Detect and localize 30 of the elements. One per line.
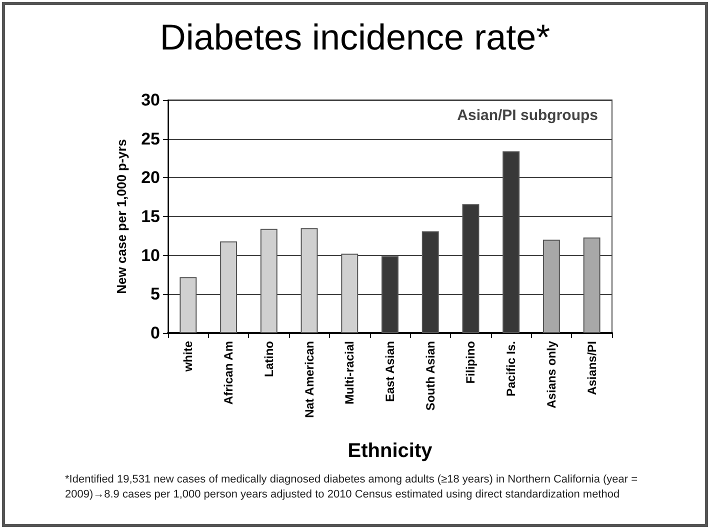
x-tick-label: Asians/PI	[584, 341, 599, 396]
y-tick-label: 5	[150, 284, 160, 304]
x-tick-label: Nat American	[302, 341, 316, 418]
x-tick-label: white	[181, 340, 196, 373]
y-tick-label: 30	[141, 90, 160, 110]
x-tick-label: Pacific Is.	[504, 341, 518, 396]
x-axis-title: Ethnicity	[348, 440, 434, 462]
chart-title: Diabetes incidence rate*	[160, 16, 550, 58]
bar	[260, 228, 278, 333]
x-tick-label: Filipino	[464, 341, 478, 384]
x-tick-label: Multi-racial	[342, 341, 357, 404]
annotation: Asian/PI subgroups	[457, 107, 598, 124]
bar	[542, 240, 560, 333]
x-tick-label: East Asian	[383, 341, 397, 402]
y-tick-label: 0	[150, 324, 160, 342]
text: *Identified 19,531 new cases of medically diagnosed diabetes among adults (≥18 years) in Northern California (year = 2009)→8.9 cases per 1,000 person years adjusted to 2010 Census estimated using direct standardization method	[65, 474, 641, 500]
bar	[300, 228, 318, 333]
bar	[341, 254, 358, 333]
x-tick-label: Latino	[262, 341, 276, 377]
x-tick-label: South Asian	[423, 341, 438, 411]
y-tick-label: 20	[141, 168, 160, 188]
y-tick-label: 15	[141, 207, 160, 226]
x-tick-label: African Am	[222, 341, 236, 405]
x-tick-label: Asians only	[544, 340, 558, 408]
y-tick-label: 10	[141, 246, 160, 265]
y-tick-label: 25	[141, 129, 160, 148]
bar	[583, 237, 600, 333]
bar	[220, 241, 238, 333]
y-axis-title: New case per 1,000 p-yrs	[114, 139, 129, 294]
bar	[180, 277, 197, 333]
